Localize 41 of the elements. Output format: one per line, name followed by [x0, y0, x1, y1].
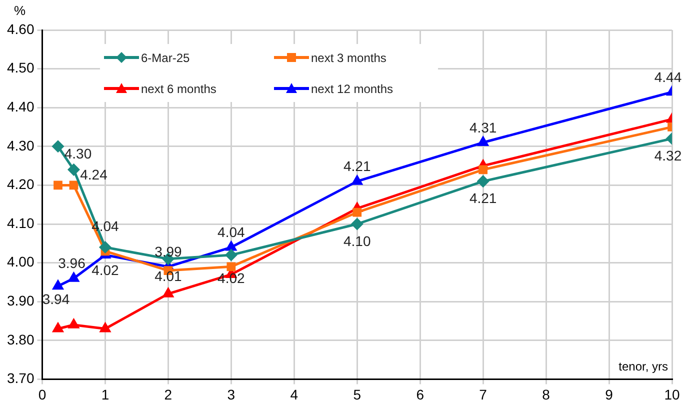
x-tick-label: 7: [479, 386, 488, 402]
x-tick-label: 6: [416, 386, 424, 402]
x-tick-label: 3: [227, 386, 236, 402]
x-tick-label: 10: [664, 386, 680, 402]
data-label: 4.31: [469, 119, 497, 136]
data-label: 4.04: [218, 224, 246, 240]
y-tick-label: 4.20: [7, 176, 34, 192]
legend-label: next 6 months: [141, 82, 216, 96]
y-tick-label: 4.60: [7, 20, 34, 37]
data-label: 4.10: [344, 232, 371, 249]
x-tick-label: 2: [164, 386, 172, 402]
y-tick-label: 4.40: [7, 98, 34, 114]
x-tick-label: 1: [101, 386, 110, 402]
data-label: 4.01: [154, 268, 182, 284]
x-tick-label: 0: [38, 386, 46, 402]
data-label: 4.02: [92, 262, 120, 278]
y-tick-label: 3.90: [7, 292, 34, 308]
legend-label: next 12 months: [311, 82, 394, 96]
data-label: 4.21: [469, 190, 497, 206]
y-tick-label: 4.30: [7, 137, 34, 154]
x-tick-label: 8: [542, 386, 550, 402]
x-axis-title: tenor, yrs: [618, 360, 668, 374]
data-label: 4.21: [344, 158, 371, 174]
y-tick-label: 4.50: [7, 60, 34, 76]
data-label: 4.30: [64, 145, 92, 162]
legend-label: 6-Mar-25: [141, 50, 190, 64]
y-tick-label: 3.70: [7, 370, 34, 386]
x-tick-label: 5: [353, 386, 362, 402]
data-label: 4.44: [654, 68, 682, 85]
data-label: 4.32: [654, 148, 682, 164]
x-tick-label: 9: [605, 386, 614, 402]
y-tick-label: 3.80: [7, 331, 34, 348]
y-tick-label: 4.10: [7, 214, 34, 231]
x-tick-label: 4: [290, 386, 298, 402]
data-label: 3.96: [58, 255, 86, 272]
data-label: 4.24: [80, 166, 108, 183]
legend-label: next 3 months: [311, 50, 386, 64]
data-label: 3.94: [42, 290, 70, 307]
y-tick-label: 4.00: [7, 254, 34, 270]
data-label: 3.99: [154, 244, 182, 260]
y-axis-title: %: [14, 3, 26, 18]
